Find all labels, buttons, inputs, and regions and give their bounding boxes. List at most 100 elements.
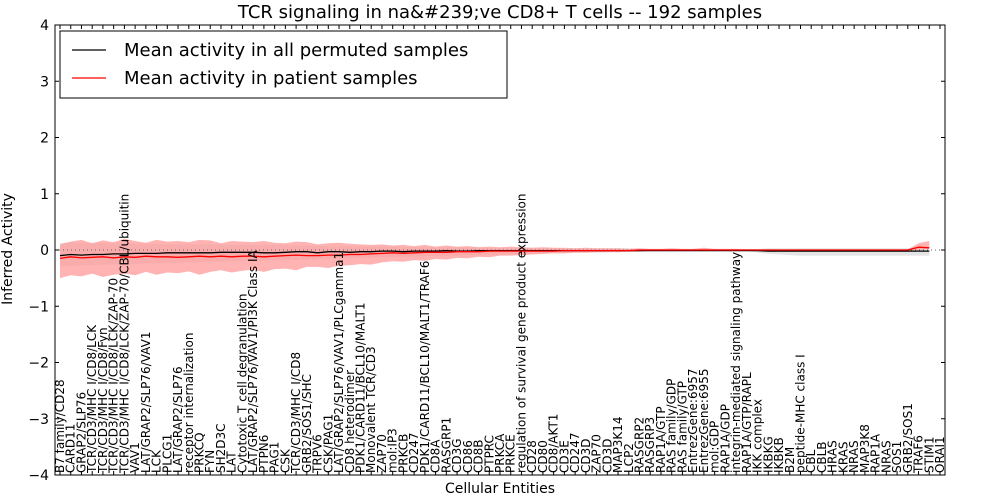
category-label: LAT/GRAP2/SLP76/VAV1 <box>139 332 153 473</box>
category-label: B7 family/CD28 <box>53 379 67 473</box>
category-label: NRAS <box>879 440 893 473</box>
category-label: RAS family/GTP <box>675 381 689 473</box>
category-label: RASGRP1 <box>439 417 453 473</box>
category-label: CSK <box>278 448 292 473</box>
category-label: PRKCA <box>493 433 507 473</box>
category-label: CD8B <box>472 440 486 474</box>
category-label: RAP1A/GDP <box>718 404 732 473</box>
category-label: TCR/CD3/MHC I/CD8 <box>289 352 303 474</box>
category-label: CD3E <box>557 440 571 473</box>
category-label: CD28 <box>525 440 539 473</box>
legend-box <box>59 30 508 99</box>
category-label: CBL <box>804 449 818 473</box>
category-label: VAV1 <box>128 442 142 473</box>
category-label: TRPV6 <box>311 434 325 474</box>
category-label: KRAS <box>836 441 850 473</box>
series-line-patient <box>59 246 930 260</box>
category-label: integrin-mediated signaling pathway <box>729 252 743 473</box>
category-label: PTPRC <box>482 435 496 473</box>
category-label: mol:GDP <box>708 421 722 473</box>
category-label: EntrezGene:6957 <box>686 369 700 474</box>
category-label: CD8 heterodimer <box>343 370 357 473</box>
category-label: ZAP70 <box>590 434 604 473</box>
category-label: CD3G <box>450 438 464 473</box>
category-label: RAP1A/GTP <box>654 406 668 473</box>
category-labels: B7 family/CD28CARD11GRAP2/SLP76TCR/CD3/M… <box>53 194 947 474</box>
confidence-bands <box>60 238 930 279</box>
plot-frame <box>54 24 946 476</box>
category-label: LAT <box>225 451 239 473</box>
category-label: ZAP70 <box>375 434 389 473</box>
category-label: ORAI1 <box>933 436 947 473</box>
category-label: CD86 <box>461 440 475 473</box>
y-axis-ticks: −4 −3 −2 −1 0 1 2 3 4 <box>28 18 945 484</box>
category-label: mol:IP3 <box>386 428 400 473</box>
category-label: PLCG1 <box>160 434 174 473</box>
category-label: CD8A <box>429 439 443 473</box>
category-label: PTPN6 <box>257 435 271 473</box>
category-label: receptor internalization <box>182 333 196 473</box>
y-tick-label: 3 <box>40 74 49 90</box>
category-label: RASGRP3 <box>643 417 657 473</box>
chart-title: TCR signaling in na&#239;ve CD8+ T cells… <box>237 2 762 23</box>
category-label: PDK1/CARD11/BCL10/MALT1 <box>354 303 368 473</box>
category-label: RASGRP2 <box>633 417 647 473</box>
category-label: TCR/CD3/MHC I/CD8/LCK <box>85 324 99 474</box>
category-label: CD3D <box>579 439 593 474</box>
category-label: peptide-MHC class I <box>794 354 808 473</box>
x-axis-ticks <box>59 25 941 475</box>
y-tick-label: −4 <box>28 468 49 484</box>
category-label: LCK <box>150 449 164 473</box>
category-label: PDK1/CARD11/BCL10/MALT1/TRAF6 <box>418 261 432 473</box>
series-lines <box>59 246 930 260</box>
category-label: CD3D <box>600 439 614 474</box>
category-label: TRAF6 <box>912 435 926 474</box>
category-label: Cytotoxic T cell degranulation <box>235 294 249 473</box>
y-tick-label: 2 <box>40 131 49 147</box>
category-label: IKK complex <box>751 399 765 473</box>
category-label: FYN <box>203 450 217 473</box>
y-tick-label: −2 <box>28 356 49 372</box>
category-label: TCR/CD3/MHC I/CD8/LCK/ZAP-70 <box>107 278 121 474</box>
category-label: LAT/GRAP2/SLP76/VAV1/PLCgamma1 <box>332 252 346 473</box>
y-tick-label: 1 <box>40 187 49 203</box>
category-label: RAP1A <box>869 433 883 473</box>
category-label: TCR/CD3/MHC I/CD8/LCK/ZAP-70/CBL/ubiquit… <box>117 194 131 474</box>
category-label: LCP2 <box>622 443 636 473</box>
category-label: LAT/GRAP2/SLP76/VAV1/PI3K Class IA <box>246 249 260 473</box>
legend-label: Mean activity in all permuted samples <box>124 40 468 61</box>
category-label: CBLB <box>815 441 829 473</box>
category-label: HRAS <box>826 440 840 473</box>
category-label: SH2D3C <box>214 423 228 473</box>
category-label: CD247 <box>568 432 582 473</box>
category-label: GRB2/SOS1 <box>901 403 915 473</box>
category-label: RAS family/GDP <box>665 379 679 473</box>
category-label: STIM1 <box>922 437 936 473</box>
category-label: PRKCB <box>396 434 410 473</box>
category-label: PRKCQ <box>193 432 207 473</box>
category-label: PAG1 <box>268 442 282 473</box>
category-label: GRAP2/SLP76 <box>75 392 89 473</box>
category-label: RAP1A/GTP/RAPL <box>740 372 754 473</box>
category-label: TCR/CD3/MHC I/CD8/Fyn <box>96 327 110 474</box>
y-tick-label: 4 <box>40 18 49 34</box>
category-label: SOS1 <box>890 441 904 473</box>
category-label: IKBKG <box>761 436 775 473</box>
y-axis-title: Inferred Activity <box>0 193 16 305</box>
category-label: regulation of survival gene product expr… <box>515 194 529 473</box>
category-label: LAT/GRAP2/SLP76 <box>171 366 185 473</box>
category-label: CSK/PAG1 <box>321 414 335 473</box>
category-label: EntrezGene:6955 <box>697 369 711 474</box>
category-label: Monovalent TCR/CD3 <box>364 346 378 473</box>
category-label: CARD11 <box>64 424 78 473</box>
category-label: CD247 <box>407 432 421 473</box>
confidence-band-patient <box>60 238 930 279</box>
category-label: B2M <box>783 447 797 473</box>
category-label: MAP3K8 <box>858 424 872 473</box>
y-tick-label: −3 <box>28 412 49 428</box>
x-axis-title: Cellular Entities <box>445 481 555 497</box>
legend-label: Mean activity in patient samples <box>124 68 418 89</box>
category-label: NRAS <box>847 440 861 473</box>
category-label: MAP3K14 <box>611 416 625 473</box>
